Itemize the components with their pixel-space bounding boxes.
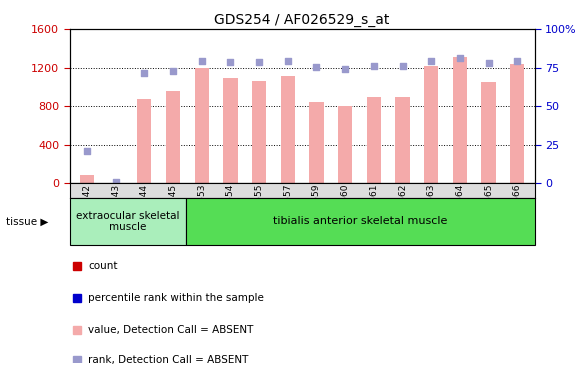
Text: count: count bbox=[88, 261, 118, 271]
Bar bbox=[453, 57, 467, 183]
Text: GSM5554: GSM5554 bbox=[226, 184, 235, 227]
Point bbox=[254, 60, 264, 66]
Text: GSM5566: GSM5566 bbox=[513, 184, 522, 227]
Text: GSM4243: GSM4243 bbox=[111, 184, 120, 227]
Text: percentile rank within the sample: percentile rank within the sample bbox=[88, 293, 264, 303]
Text: tibialis anterior skeletal muscle: tibialis anterior skeletal muscle bbox=[273, 216, 447, 227]
Bar bbox=[281, 76, 295, 183]
Text: GSM5563: GSM5563 bbox=[426, 184, 436, 227]
Text: GSM5560: GSM5560 bbox=[340, 184, 350, 227]
Text: GSM5564: GSM5564 bbox=[456, 184, 464, 227]
Bar bbox=[252, 81, 266, 183]
Text: GSM5562: GSM5562 bbox=[398, 184, 407, 227]
Bar bbox=[367, 97, 381, 183]
Bar bbox=[166, 91, 180, 183]
Point bbox=[226, 60, 235, 66]
Text: GSM5555: GSM5555 bbox=[254, 184, 264, 227]
Point bbox=[197, 58, 206, 64]
Bar bbox=[309, 102, 324, 183]
Text: GSM4244: GSM4244 bbox=[140, 184, 149, 227]
Point bbox=[83, 148, 92, 154]
Point bbox=[283, 57, 292, 63]
Bar bbox=[338, 106, 352, 183]
Bar bbox=[424, 66, 439, 183]
Point bbox=[369, 63, 378, 69]
Text: extraocular skeletal
muscle: extraocular skeletal muscle bbox=[76, 210, 180, 232]
FancyBboxPatch shape bbox=[70, 198, 186, 245]
Bar bbox=[395, 97, 410, 183]
Point bbox=[512, 58, 522, 64]
Text: GSM5559: GSM5559 bbox=[312, 184, 321, 227]
Bar bbox=[137, 100, 152, 183]
Bar bbox=[223, 78, 238, 183]
Point bbox=[111, 179, 120, 184]
Point bbox=[312, 64, 321, 70]
Text: tissue ▶: tissue ▶ bbox=[6, 216, 48, 227]
Point bbox=[456, 55, 465, 61]
Text: rank, Detection Call = ABSENT: rank, Detection Call = ABSENT bbox=[88, 355, 249, 365]
Point bbox=[139, 70, 149, 76]
Text: GSM4242: GSM4242 bbox=[83, 184, 91, 227]
Text: GSM5553: GSM5553 bbox=[197, 184, 206, 227]
Text: GSM5565: GSM5565 bbox=[484, 184, 493, 227]
FancyBboxPatch shape bbox=[186, 198, 535, 245]
Text: value, Detection Call = ABSENT: value, Detection Call = ABSENT bbox=[88, 325, 254, 335]
Point bbox=[426, 58, 436, 64]
Point bbox=[168, 68, 178, 74]
Point bbox=[398, 63, 407, 69]
Text: GSM5557: GSM5557 bbox=[284, 184, 292, 227]
Bar bbox=[510, 64, 525, 183]
Point bbox=[340, 66, 350, 72]
Text: GSM4245: GSM4245 bbox=[168, 184, 178, 227]
Bar bbox=[80, 175, 94, 183]
Point bbox=[484, 60, 493, 66]
Bar bbox=[482, 82, 496, 183]
Title: GDS254 / AF026529_s_at: GDS254 / AF026529_s_at bbox=[214, 13, 390, 27]
Text: GSM5561: GSM5561 bbox=[370, 184, 378, 227]
Bar bbox=[195, 68, 209, 183]
